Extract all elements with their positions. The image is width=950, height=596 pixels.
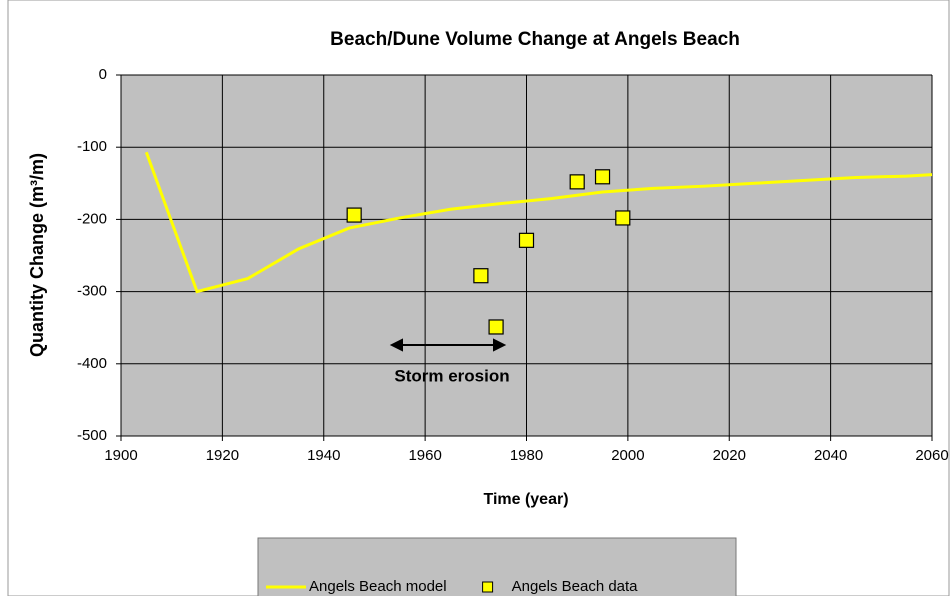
x-tick-label: 2040 — [814, 447, 847, 464]
x-tick-label: 2060 — [915, 447, 948, 464]
x-tick-label: 2000 — [611, 447, 644, 464]
y-tick-label: -100 — [77, 138, 107, 155]
data-point — [569, 174, 585, 190]
y-tick-label: -400 — [77, 355, 107, 372]
annotation: Storm erosion — [394, 366, 509, 385]
data-point — [346, 207, 362, 223]
y-tick-label: -300 — [77, 283, 107, 300]
chart-title: Beach/Dune Volume Change at Angels Beach — [330, 29, 740, 50]
data-point — [615, 210, 631, 226]
legend-label: Angels Beach model — [309, 578, 447, 595]
model-line — [144, 151, 933, 294]
legend — [257, 537, 737, 596]
x-tick-label: 1920 — [206, 447, 239, 464]
x-tick-label: 1980 — [510, 447, 543, 464]
legend-label: Angels Beach data — [512, 578, 639, 595]
x-tick-label: 1900 — [104, 447, 137, 464]
y-tick-label: 0 — [99, 66, 107, 83]
y-tick-label: -200 — [77, 210, 107, 227]
y-tick-label: -500 — [77, 427, 107, 444]
x-tick-label: 2020 — [713, 447, 746, 464]
legend-swatch — [482, 581, 494, 593]
data-point — [488, 319, 504, 335]
x-tick-label: 1940 — [307, 447, 340, 464]
x-tick-label: 1960 — [408, 447, 441, 464]
x-axis-label: Time (year) — [483, 491, 568, 508]
y-axis-label: Quantity Change (m³/m) — [27, 153, 47, 357]
data-point — [473, 268, 489, 284]
data-point — [594, 169, 611, 185]
data-point — [518, 232, 535, 248]
storm-arrow — [389, 338, 507, 352]
